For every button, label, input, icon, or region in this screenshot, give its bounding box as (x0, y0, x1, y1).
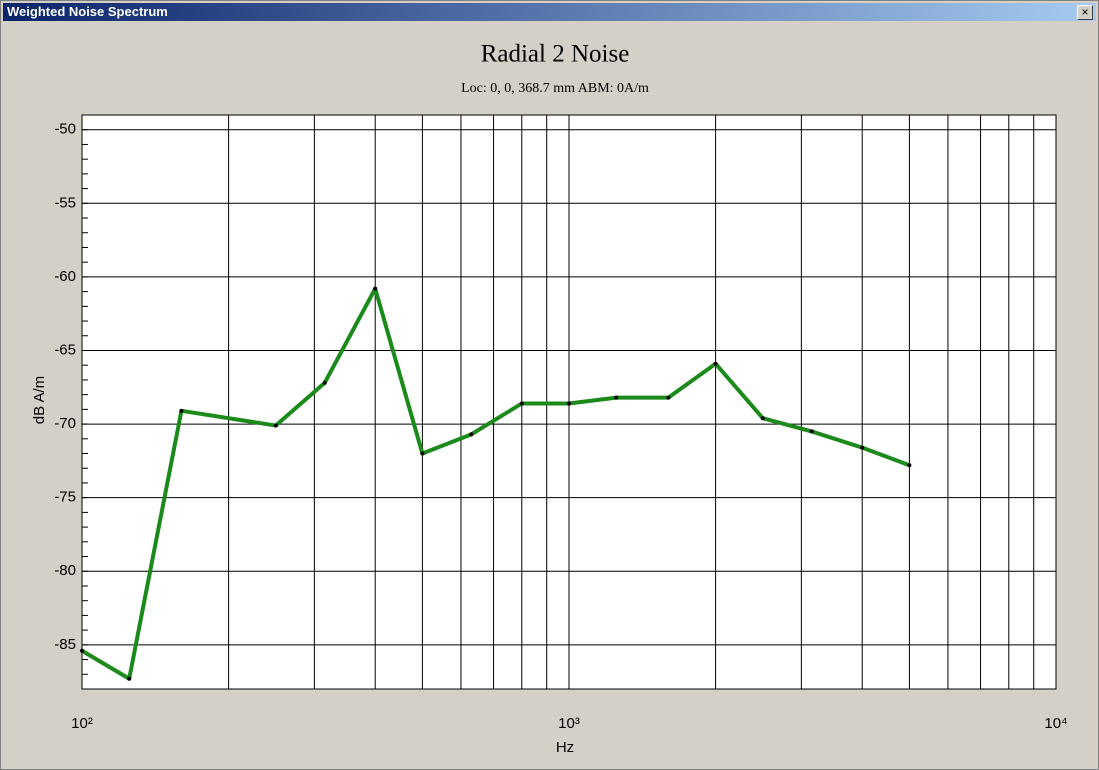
point (809, 429, 814, 434)
point (666, 395, 671, 400)
x-tick-label: 10² (71, 715, 93, 732)
point (860, 445, 865, 450)
y-tick-label: -70 (54, 415, 76, 432)
point (519, 401, 524, 406)
chart-title: Radial 2 Noise (481, 41, 630, 68)
point (713, 361, 718, 366)
point (179, 408, 184, 413)
x-tick-label: 10³ (558, 715, 580, 732)
y-tick-label: -60 (54, 268, 76, 285)
y-tick-label: -75 (54, 489, 76, 506)
close-button[interactable]: × (1077, 5, 1093, 20)
point (420, 451, 425, 456)
y-tick-label: -50 (54, 121, 76, 138)
y-tick-label: -80 (54, 562, 76, 579)
point (567, 401, 571, 406)
point (614, 395, 619, 400)
point (907, 463, 912, 468)
point (80, 648, 84, 653)
point (373, 286, 378, 291)
point (322, 380, 327, 385)
point (127, 676, 132, 681)
point (760, 416, 765, 421)
y-tick-label: -85 (54, 636, 76, 653)
title-bar: Weighted Noise Spectrum × (3, 3, 1096, 21)
y-tick-label: -55 (54, 194, 76, 211)
y-tick-label: -65 (54, 341, 76, 358)
window-title: Weighted Noise Spectrum (7, 4, 168, 19)
chart-subtitle: Loc: 0, 0, 368.7 mm ABM: 0A/m (461, 81, 649, 96)
point (469, 432, 474, 437)
point (273, 423, 278, 428)
x-axis-label: Hz (556, 739, 574, 756)
plot-border (81, 114, 1057, 690)
x-tick-label: 10⁴ (1044, 715, 1067, 732)
y-axis-label: dB A/m (31, 376, 48, 424)
